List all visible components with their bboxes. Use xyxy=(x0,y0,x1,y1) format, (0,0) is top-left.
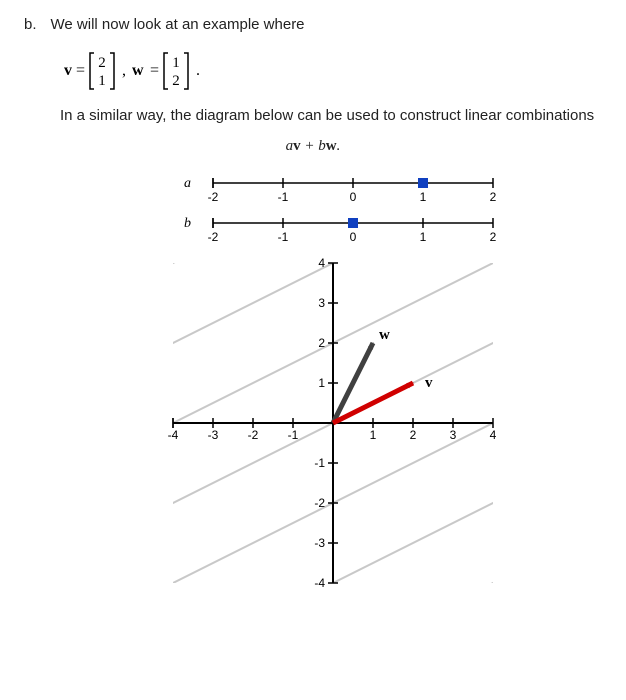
x-tick-label: -3 xyxy=(208,428,219,442)
y-tick-label: -3 xyxy=(314,536,325,550)
slider-tick-label: 2 xyxy=(490,190,497,204)
slider-label-a: a xyxy=(184,176,191,191)
svg-text:w: w xyxy=(132,62,144,79)
second-paragraph: In a similar way, the diagram below can … xyxy=(60,107,602,124)
combination-expression: av + bw. xyxy=(24,138,602,155)
slider-tick-label: -2 xyxy=(208,230,219,244)
slider-tick-label: 0 xyxy=(350,190,357,204)
svg-text:2: 2 xyxy=(98,55,106,71)
x-tick-label: -2 xyxy=(248,428,259,442)
y-tick-label: 1 xyxy=(318,376,325,390)
slider-tick-label: 1 xyxy=(420,230,427,244)
x-tick-label: -4 xyxy=(168,428,179,442)
x-tick-label: 2 xyxy=(410,428,417,442)
x-tick-label: 3 xyxy=(450,428,457,442)
svg-text:1: 1 xyxy=(172,55,180,71)
slider-tick-label: -1 xyxy=(278,190,289,204)
svg-text:v: v xyxy=(64,62,72,79)
svg-text:1: 1 xyxy=(98,73,106,89)
vector-label-v: v xyxy=(425,375,433,391)
svg-text:2: 2 xyxy=(172,73,180,89)
svg-text:=: = xyxy=(76,62,85,79)
intro-text: We will now look at an example where xyxy=(51,16,305,33)
y-tick-label: -1 xyxy=(314,456,325,470)
svg-text:.: . xyxy=(196,62,200,79)
slider-marker-b[interactable] xyxy=(348,218,358,228)
x-tick-label: 4 xyxy=(490,428,497,442)
slider-tick-label: 0 xyxy=(350,230,357,244)
slider-tick-label: -2 xyxy=(208,190,219,204)
y-tick-label: -4 xyxy=(314,576,325,590)
y-tick-label: 2 xyxy=(318,336,325,350)
vector-equation: v = 2 1 , w = 1 2 . xyxy=(24,47,602,93)
slider-label-b: b xyxy=(184,216,191,231)
item-label: b. xyxy=(24,16,37,33)
slider-tick-label: 2 xyxy=(490,230,497,244)
diagram: a -2 -1 0 1 2 b -2 -1 0 1 2 -4 -3 -2 -1 1 2 3 4 -4 -3 -2 -1 1 2 3 4… xyxy=(103,167,523,617)
lattice-lines xyxy=(103,167,523,617)
slider-marker-a[interactable] xyxy=(418,178,428,188)
svg-text:,: , xyxy=(122,62,126,79)
y-tick-label: -2 xyxy=(314,496,325,510)
x-tick-label: -1 xyxy=(288,428,299,442)
y-tick-label: 3 xyxy=(318,296,325,310)
svg-text:=: = xyxy=(150,62,159,79)
vector-label-w: w xyxy=(379,327,390,343)
slider-tick-label: 1 xyxy=(420,190,427,204)
slider-tick-label: -1 xyxy=(278,230,289,244)
y-tick-label: 4 xyxy=(318,256,325,270)
x-tick-label: 1 xyxy=(370,428,377,442)
